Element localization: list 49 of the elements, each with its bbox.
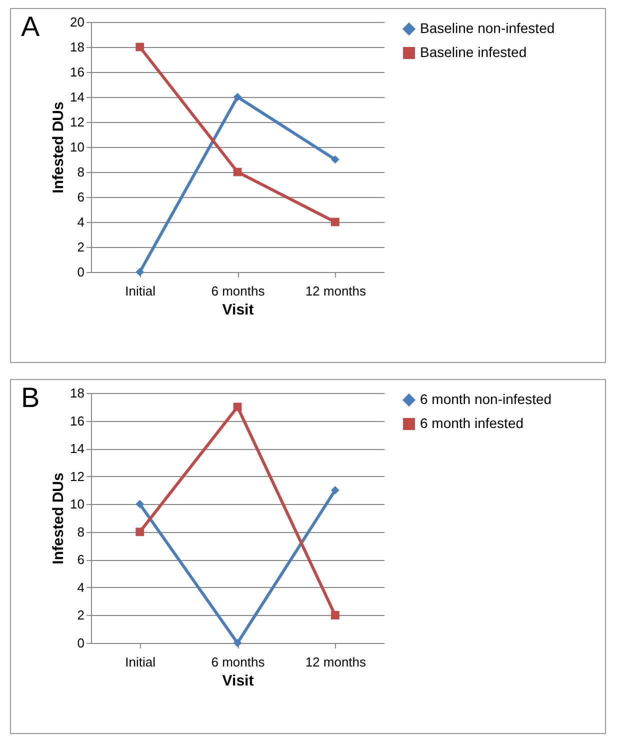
y-tick-label: 8: [77, 524, 84, 540]
point: [233, 638, 242, 648]
point: [330, 155, 340, 164]
legend-label: Baseline infested: [420, 44, 527, 60]
y-tick-label: 14: [70, 90, 84, 104]
y-tick-label: 12: [70, 468, 84, 484]
y-tick-label: 6: [77, 190, 84, 204]
point: [136, 528, 144, 536]
y-tick-label: 14: [70, 441, 84, 456]
y-tick-label: 8: [77, 164, 84, 180]
x-tick-label: 12 months: [305, 654, 367, 670]
y-tick-label: 4: [77, 214, 84, 230]
point: [136, 42, 144, 52]
x-tick-label: Initial: [125, 284, 156, 298]
point: [330, 486, 340, 494]
chart-title: B: [21, 382, 40, 413]
y-tick-label: 10: [70, 496, 84, 512]
legend-label: 6 month infested: [420, 415, 524, 431]
y-tick-label: 0: [77, 636, 84, 650]
y-tick-label: 18: [70, 40, 84, 54]
y-tick-label: 10: [70, 140, 84, 154]
x-axis-title: Visit: [222, 302, 254, 318]
y-tick-label: 2: [77, 240, 84, 254]
y-tick-label: 0: [77, 264, 84, 280]
point: [330, 611, 340, 620]
point: [136, 500, 144, 508]
point: [233, 92, 242, 102]
y-axis-title: Infested DUs: [50, 102, 68, 194]
y-tick-label: 16: [70, 413, 84, 428]
y-axis-title: Infested DUs: [50, 472, 68, 564]
x-tick-label: 6 months: [211, 284, 266, 298]
y-tick-label: 20: [70, 14, 84, 30]
legend-label: Baseline non-infested: [420, 20, 555, 36]
chart-title: A: [21, 11, 40, 42]
point: [136, 268, 144, 276]
y-tick-label: 12: [70, 114, 84, 130]
y-tick-label: 16: [70, 64, 84, 80]
y-tick-label: 18: [70, 386, 84, 400]
x-tick-label: 6 months: [211, 654, 266, 670]
point: [330, 218, 340, 226]
point: [233, 402, 242, 412]
point: [233, 168, 242, 176]
x-axis-title: Visit: [222, 672, 254, 690]
y-tick-label: 6: [77, 552, 84, 568]
legend-label: 6 month non-infested: [420, 391, 552, 407]
y-tick-label: 2: [77, 608, 84, 623]
y-tick-label: 4: [77, 580, 84, 595]
x-tick-label: 12 months: [305, 284, 367, 298]
x-tick-label: Initial: [125, 654, 156, 670]
